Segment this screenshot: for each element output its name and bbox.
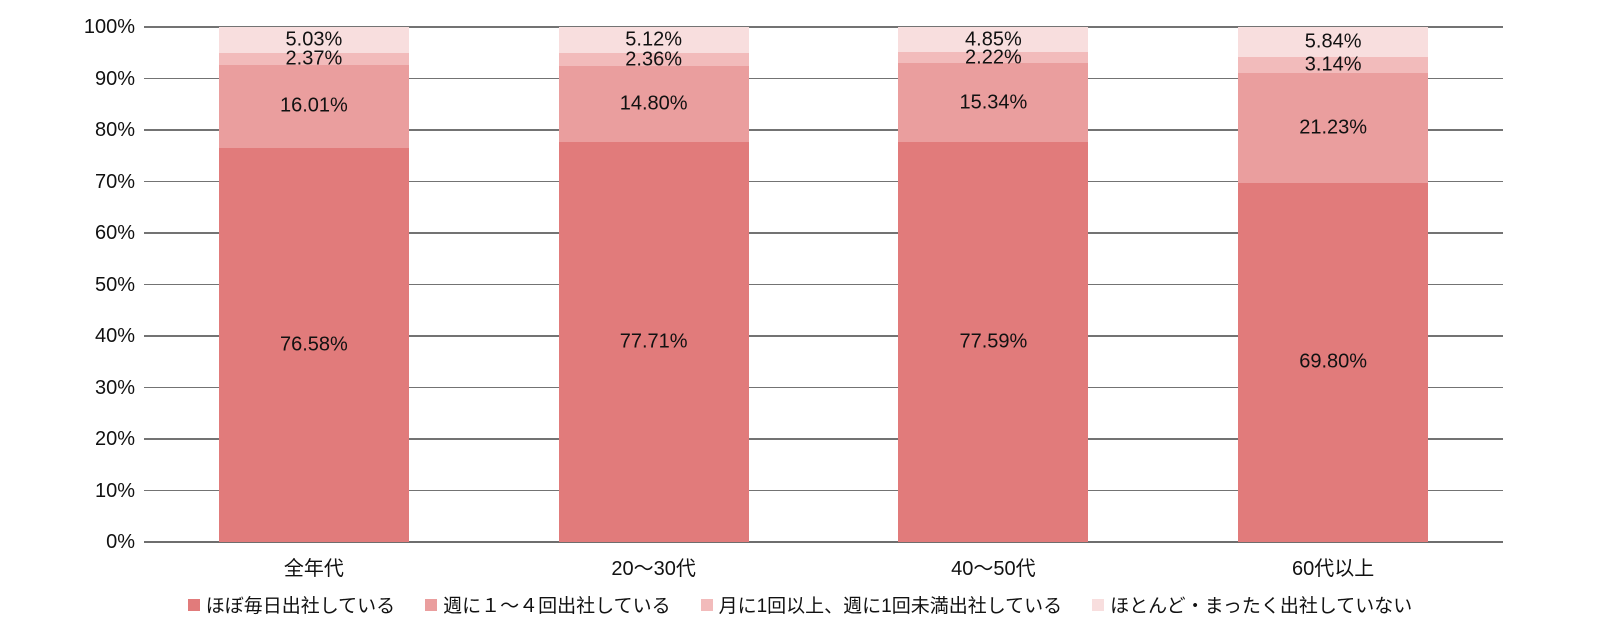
x-axis-line <box>144 541 1503 544</box>
plot-area: 76.58% 16.01% 2.37% 5.03% 77.71% 14.80% 2.36% 5… <box>144 26 1503 544</box>
bar-segment: 4.85% <box>898 27 1089 52</box>
data-label: 5.12% <box>625 28 682 51</box>
gridline <box>144 438 1503 440</box>
data-label: 2.37% <box>285 47 343 70</box>
bar-segment: 15.34% <box>898 63 1089 143</box>
bar-3: 77.59% 15.34% 2.22% 4.85% <box>898 27 1089 542</box>
y-axis-tick-label: 10% <box>94 479 135 502</box>
y-axis-tick-label: 30% <box>94 376 135 399</box>
data-label: 4.85% <box>965 28 1022 51</box>
gridline <box>144 77 1503 80</box>
bar-segment: 2.22% <box>898 46 1089 68</box>
data-label: 76.58% <box>279 333 348 356</box>
y-axis-tick-label: 80% <box>94 119 135 141</box>
data-label: 14.80% <box>619 92 688 115</box>
x-axis-category-label: 40～50代 <box>951 558 1036 580</box>
legend-marker-icon <box>1092 598 1105 611</box>
y-axis-tick-label: 90% <box>94 67 135 90</box>
bar-segment: 2.36% <box>558 48 749 70</box>
bar-1: 76.58% 16.01% 2.37% 5.03% <box>218 27 409 542</box>
bar-segment: 5.12% <box>558 27 749 54</box>
x-axis-category-label: 20～30代 <box>611 558 696 580</box>
y-axis-tick-label: 50% <box>94 273 135 296</box>
bar-segment: 5.84% <box>1238 27 1429 58</box>
legend-marker-icon <box>700 598 713 611</box>
legend-label: 月に1回以上、週に1回未満出社している <box>718 596 1063 617</box>
bar-2: 77.71% 14.80% 2.36% 5.12% <box>558 27 749 542</box>
x-axis-category-label: 全年代 <box>283 558 344 580</box>
bar-segment: 21.23% <box>1238 73 1429 183</box>
legend-label: 週に１～４回出社している <box>443 596 671 617</box>
data-label: 69.80% <box>1299 350 1368 373</box>
bar-segment: 2.37% <box>218 48 409 70</box>
bar-4: 69.80% 21.23% 3.14% 5.84% <box>1238 27 1429 542</box>
data-label: 21.23% <box>1299 116 1368 139</box>
gridline <box>144 26 1503 28</box>
y-axis-tick-label: 40% <box>94 325 135 347</box>
y-axis-tick-label: 20% <box>94 428 135 450</box>
gridline <box>144 129 1503 131</box>
y-axis-tick-label: 100% <box>83 16 135 38</box>
bar-segment: 69.80% <box>1238 182 1429 542</box>
data-label: 5.84% <box>1304 30 1362 53</box>
data-label: 16.01% <box>279 94 348 117</box>
data-label: 5.03% <box>285 28 343 51</box>
bar-segment: 5.03% <box>218 27 409 53</box>
gridline <box>144 283 1503 286</box>
gridline <box>144 386 1503 389</box>
legend-label: ほとんど・まったく出社していない <box>1110 596 1413 617</box>
data-label: 2.22% <box>965 46 1022 69</box>
legend-marker-icon <box>187 598 200 611</box>
y-axis-tick-label: 60% <box>94 222 135 244</box>
x-axis-category-label: 60代以上 <box>1292 558 1375 580</box>
legend-item: 月に1回以上、週に1回未満出社している <box>700 591 1063 618</box>
data-label: 3.14% <box>1304 53 1362 76</box>
bar-segment: 76.58% <box>218 147 409 542</box>
bar-segment: 77.59% <box>898 142 1089 542</box>
data-label: 2.36% <box>625 48 682 70</box>
legend-item: 週に１～４回出社している <box>425 591 671 618</box>
legend-item: ほぼ毎日出社している <box>187 591 396 618</box>
bar-segment: 16.01% <box>218 65 409 148</box>
bar-segment: 77.71% <box>558 141 749 542</box>
legend-label: ほぼ毎日出社している <box>205 596 396 617</box>
data-label: 77.59% <box>959 330 1028 353</box>
gridline <box>144 232 1503 234</box>
y-axis-tick-label: 0% <box>106 531 135 553</box>
legend: ほぼ毎日出社している 週に１～４回出社している 月に1回以上、週に1回未満出社してい… <box>0 591 1600 618</box>
legend-item: ほとんど・まったく出社していない <box>1092 591 1412 618</box>
legend-marker-icon <box>425 598 438 611</box>
y-axis-tick-label: 70% <box>94 170 135 193</box>
bar-segment: 14.80% <box>558 65 749 142</box>
gridline <box>144 489 1503 492</box>
bar-segment: 3.14% <box>1238 54 1429 76</box>
gridline <box>144 180 1503 183</box>
data-label: 15.34% <box>959 91 1028 114</box>
gridline <box>144 335 1503 337</box>
data-label: 77.71% <box>619 330 688 353</box>
